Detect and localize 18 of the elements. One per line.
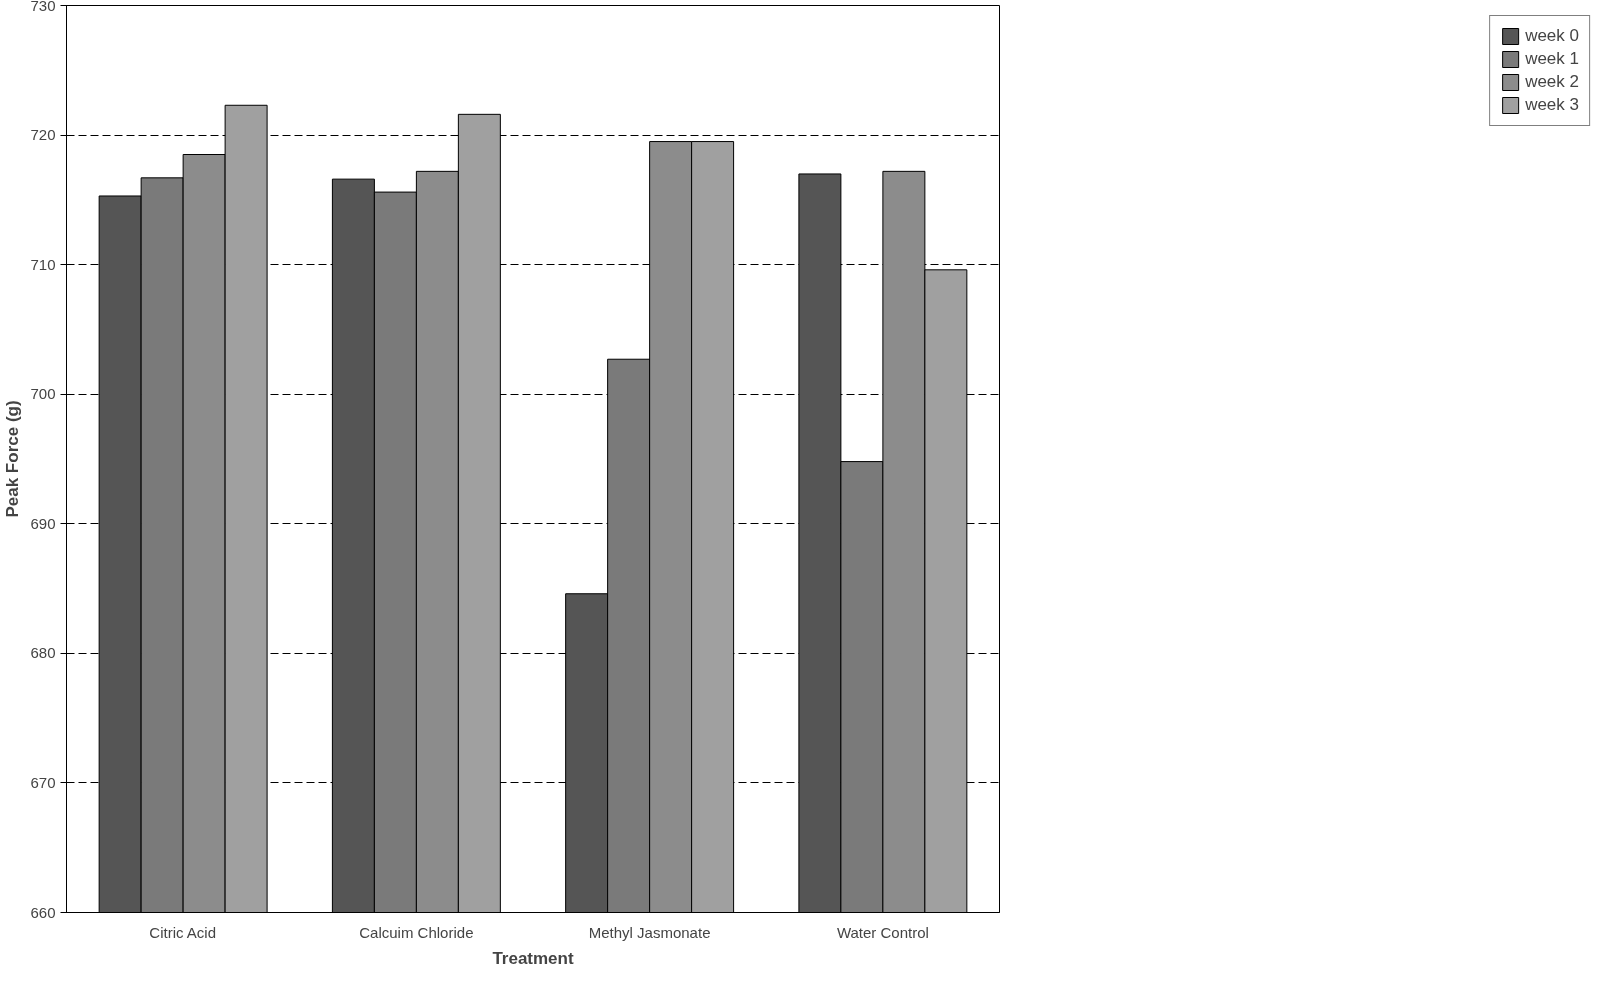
- y-tick-label: 710: [30, 255, 56, 273]
- y-tick-label: 660: [30, 903, 56, 921]
- x-tick-label: Methyl Jasmonate: [588, 923, 711, 941]
- y-tick-label: 730: [30, 0, 56, 14]
- legend-label: week 1: [1525, 49, 1579, 69]
- legend-label: week 0: [1525, 26, 1579, 46]
- y-tick-label: 690: [30, 514, 56, 532]
- x-tick-label: Water Control: [836, 923, 929, 941]
- y-tick-label: 720: [30, 126, 56, 144]
- x-axis-title: Treatment: [492, 948, 574, 968]
- x-tick-label: Citric Acid: [149, 923, 217, 941]
- y-tick-label: 670: [30, 773, 56, 791]
- x-tick-label: Calcuim Chloride: [359, 923, 474, 941]
- y-tick-label: 700: [30, 385, 56, 403]
- legend-label: week 3: [1525, 95, 1579, 115]
- legend-label: week 2: [1525, 72, 1579, 92]
- y-axis-title: Peak Force (g): [3, 400, 23, 518]
- y-tick-label: 680: [30, 644, 56, 662]
